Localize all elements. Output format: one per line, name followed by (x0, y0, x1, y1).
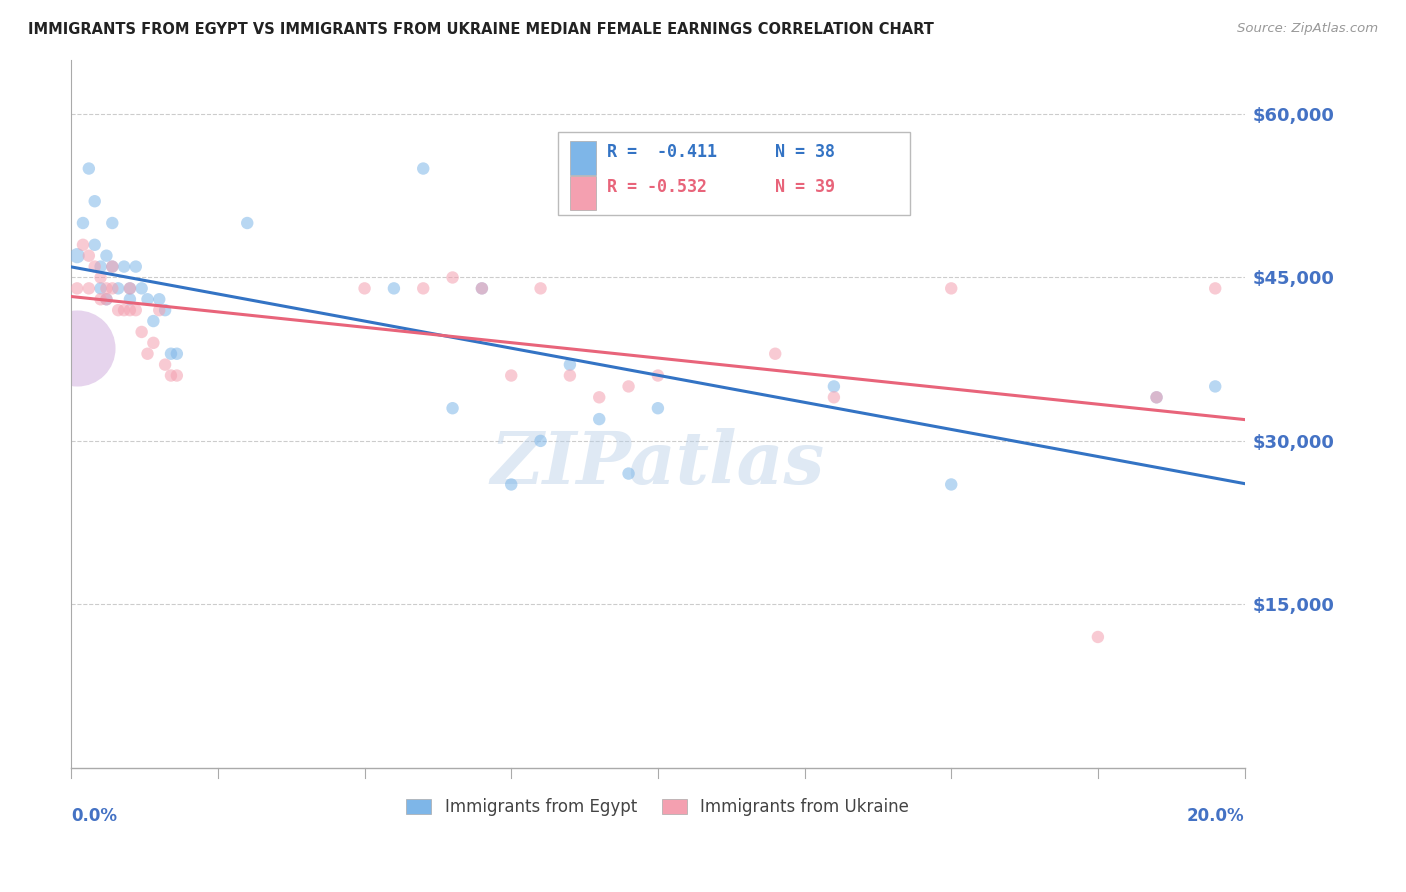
Point (101, 216, 124, 230)
Point (823, 390, 845, 404)
Text: 0.0%: 0.0% (72, 806, 117, 824)
Point (72, 237, 94, 252)
Point (501, 368, 523, 383)
Point (153, 358, 176, 372)
Point (941, 477, 963, 491)
Point (441, 270, 464, 285)
Point (96, 292, 118, 306)
Point (412, 161, 434, 176)
Point (77, 161, 100, 176)
Point (382, 281, 405, 295)
Point (118, 281, 141, 295)
Point (83, 237, 105, 252)
Point (529, 281, 551, 295)
Point (107, 281, 129, 295)
FancyBboxPatch shape (558, 132, 910, 215)
Point (136, 347, 159, 361)
Point (90, 281, 112, 295)
Text: N = 39: N = 39 (775, 178, 835, 196)
Point (142, 314, 165, 328)
Point (90, 270, 112, 285)
Point (236, 216, 259, 230)
Point (83, 260, 105, 274)
Point (112, 260, 135, 274)
Point (1204, 281, 1226, 295)
Point (77, 249, 100, 263)
Point (588, 390, 610, 404)
Point (148, 303, 170, 318)
Text: ZIPatlas: ZIPatlas (491, 428, 825, 499)
Point (96, 249, 118, 263)
Point (66, 281, 89, 295)
Point (558, 358, 581, 372)
Point (148, 292, 170, 306)
Point (166, 368, 188, 383)
Point (617, 379, 640, 393)
Point (66, 341, 89, 355)
Point (441, 401, 464, 416)
Point (1087, 630, 1109, 644)
Point (101, 281, 124, 295)
Point (83, 194, 105, 209)
Point (160, 347, 183, 361)
Point (353, 281, 375, 295)
Point (77, 281, 100, 295)
Point (471, 281, 494, 295)
Point (529, 434, 551, 448)
Point (501, 477, 523, 491)
Point (160, 368, 183, 383)
Point (1204, 379, 1226, 393)
Point (125, 260, 148, 274)
Point (90, 260, 112, 274)
Point (1146, 390, 1168, 404)
Text: Source: ZipAtlas.com: Source: ZipAtlas.com (1237, 22, 1378, 36)
Point (131, 325, 153, 339)
Point (1146, 390, 1168, 404)
Point (142, 335, 165, 350)
FancyBboxPatch shape (569, 177, 596, 211)
Point (823, 379, 845, 393)
Point (617, 467, 640, 481)
Point (66, 249, 89, 263)
Point (101, 260, 124, 274)
Point (763, 347, 786, 361)
Point (118, 292, 141, 306)
Point (131, 281, 153, 295)
FancyBboxPatch shape (569, 141, 596, 175)
Point (118, 281, 141, 295)
Point (412, 281, 434, 295)
Point (112, 303, 135, 318)
Text: R = -0.532: R = -0.532 (607, 178, 707, 196)
Point (136, 292, 159, 306)
Text: 20.0%: 20.0% (1187, 806, 1244, 824)
Text: N = 38: N = 38 (775, 143, 835, 161)
Point (588, 412, 610, 426)
Point (125, 303, 148, 318)
Point (118, 303, 141, 318)
Point (72, 216, 94, 230)
Point (153, 303, 176, 318)
Point (647, 401, 669, 416)
Point (101, 260, 124, 274)
Point (96, 292, 118, 306)
Point (471, 281, 494, 295)
Point (647, 368, 669, 383)
Legend: Immigrants from Egypt, Immigrants from Ukraine: Immigrants from Egypt, Immigrants from U… (399, 792, 915, 823)
Text: R =  -0.411: R = -0.411 (607, 143, 717, 161)
Point (90, 292, 112, 306)
Point (107, 303, 129, 318)
Point (941, 281, 963, 295)
Point (558, 368, 581, 383)
Point (166, 347, 188, 361)
Point (96, 281, 118, 295)
Text: IMMIGRANTS FROM EGYPT VS IMMIGRANTS FROM UKRAINE MEDIAN FEMALE EARNINGS CORRELAT: IMMIGRANTS FROM EGYPT VS IMMIGRANTS FROM… (28, 22, 934, 37)
